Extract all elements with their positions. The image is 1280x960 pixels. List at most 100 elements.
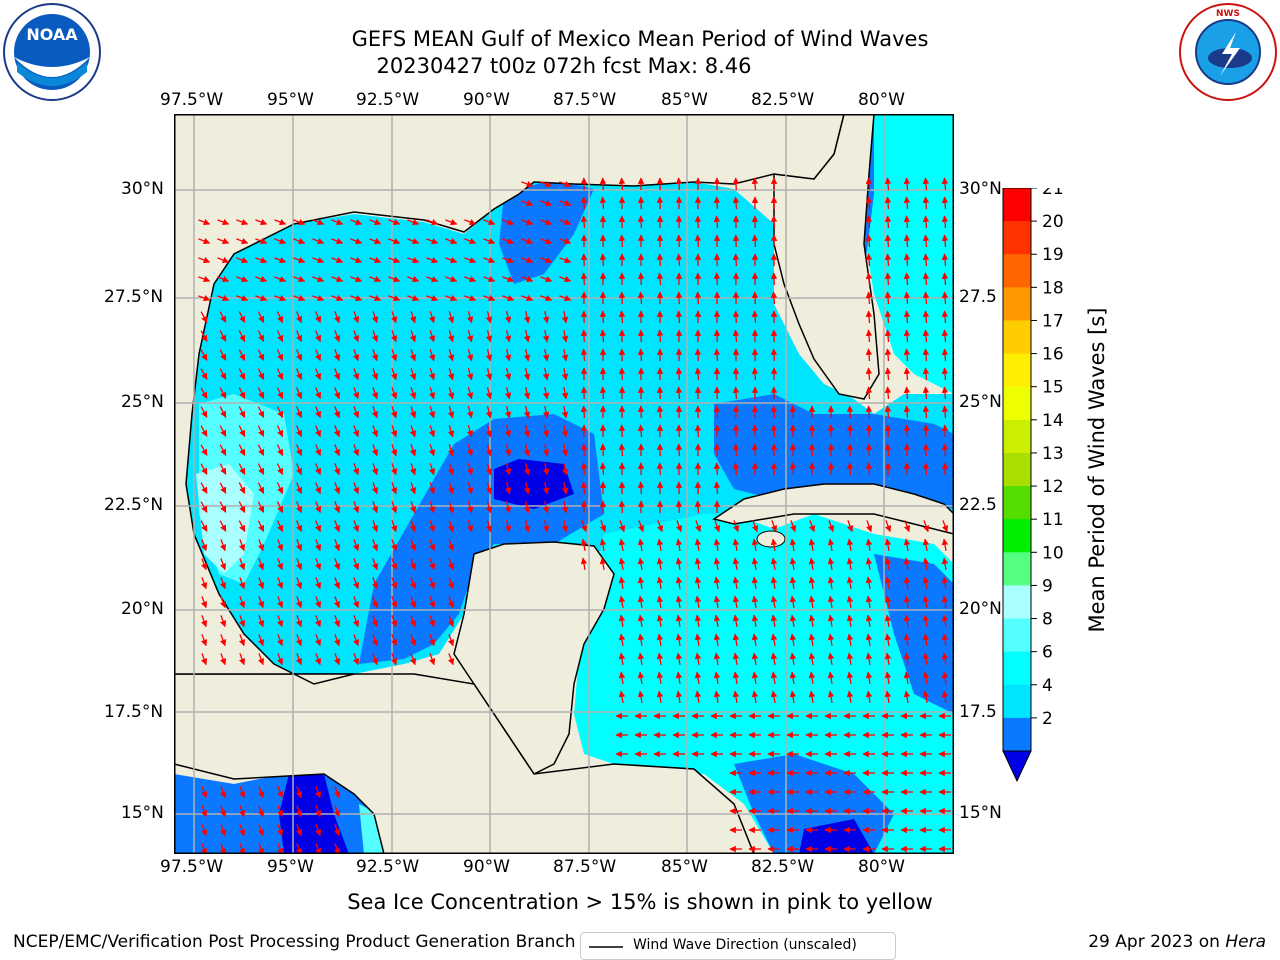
wind-wave-arrow	[713, 538, 721, 552]
wind-wave-arrow	[637, 348, 645, 362]
lon-label: 87.5°W	[553, 857, 617, 877]
wind-wave-arrow	[808, 614, 816, 628]
wind-wave-arrow	[941, 196, 949, 210]
wind-wave-arrow	[239, 653, 246, 666]
wind-wave-arrow	[732, 196, 740, 210]
wind-wave-arrow	[391, 596, 398, 609]
wind-wave-arrow	[637, 595, 645, 609]
wind-wave-arrow	[941, 595, 949, 609]
wind-wave-arrow	[296, 577, 303, 590]
wind-wave-arrow	[770, 538, 778, 552]
wind-wave-arrow	[789, 633, 797, 647]
wind-wave-arrow	[521, 200, 534, 207]
wind-wave-arrow	[200, 482, 208, 494]
wind-wave-arrow	[732, 386, 740, 400]
wind-wave-arrow	[542, 348, 550, 362]
wind-wave-arrow	[447, 463, 455, 476]
wind-wave-arrow	[732, 671, 740, 685]
wind-wave-arrow	[808, 538, 816, 552]
wind-wave-arrow	[865, 367, 873, 381]
lon-label: 80°W	[858, 857, 905, 877]
wind-wave-arrow	[561, 310, 569, 324]
wind-wave-arrow	[371, 387, 379, 400]
wind-wave-arrow	[922, 557, 930, 571]
wind-wave-arrow	[675, 652, 683, 666]
wind-wave-arrow	[429, 577, 436, 590]
wind-wave-arrow	[239, 558, 246, 571]
colorbar: 21 20 19 18 17 16 15 14 13 12 11 10 9 8 6 4 2	[1002, 179, 1072, 788]
wind-wave-arrow	[808, 557, 816, 571]
island	[756, 530, 786, 548]
wind-wave-arrow	[542, 424, 550, 438]
wind-wave-arrow	[485, 444, 493, 457]
wind-wave-arrow	[296, 520, 303, 533]
wind-wave-arrow	[426, 238, 439, 245]
wind-wave-arrow	[485, 482, 493, 495]
wind-wave-arrow	[390, 406, 398, 419]
wind-wave-arrow	[694, 557, 702, 571]
wind-wave-arrow	[296, 596, 303, 609]
wind-wave-arrow	[789, 462, 797, 476]
wind-wave-arrow	[217, 295, 230, 302]
wind-wave-arrow	[315, 406, 322, 419]
wind-wave-arrow	[353, 520, 360, 533]
wind-wave-arrow	[714, 520, 721, 533]
wind-wave-arrow	[751, 177, 759, 191]
wind-wave-arrow	[559, 181, 572, 188]
wind-wave-arrow	[407, 219, 420, 226]
wind-wave-arrow	[407, 257, 420, 264]
wind-wave-arrow	[637, 405, 645, 419]
wind-wave-arrow	[599, 538, 607, 552]
wind-wave-arrow	[200, 349, 208, 361]
wind-wave-arrow	[637, 291, 645, 305]
wind-wave-arrow	[789, 576, 797, 590]
legend-label: Wind Wave Direction (unscaled)	[633, 937, 857, 953]
wind-wave-arrow	[371, 425, 379, 438]
colorbar-tick-label: 17	[1042, 311, 1064, 331]
wind-wave-arrow	[770, 633, 778, 647]
wind-wave-arrow	[751, 538, 759, 552]
wind-wave-arrow	[884, 557, 892, 571]
wind-wave-arrow	[315, 653, 322, 666]
wind-wave-arrow	[334, 368, 341, 381]
wind-wave-arrow	[790, 520, 797, 533]
wind-wave-arrow	[296, 634, 303, 647]
wind-wave-arrow	[941, 348, 949, 362]
wind-wave-arrow	[428, 444, 436, 457]
wind-wave-arrow	[388, 257, 401, 264]
wind-wave-arrow	[941, 405, 949, 419]
wind-wave-arrow	[296, 368, 303, 381]
lat-label: 20°N	[121, 599, 164, 619]
wind-wave-arrow	[409, 520, 417, 533]
wind-wave-arrow	[637, 633, 645, 647]
wind-wave-arrow	[334, 311, 341, 324]
wind-wave-arrow	[200, 368, 208, 380]
wind-wave-arrow	[296, 786, 303, 799]
wind-wave-arrow	[865, 671, 873, 685]
wind-wave-arrow	[334, 425, 341, 438]
wind-wave-arrow	[561, 500, 569, 514]
colorbar-extend-min	[1002, 750, 1032, 783]
wind-wave-arrow	[334, 653, 341, 666]
wind-wave-arrow	[675, 386, 683, 400]
wind-wave-arrow	[485, 311, 493, 324]
wind-wave-arrow	[315, 368, 322, 381]
colorbar-label: Mean Period of Wind Waves [s]	[1085, 307, 1109, 633]
wind-wave-arrow	[447, 349, 455, 362]
wind-wave-arrow	[502, 238, 515, 245]
wind-wave-arrow	[485, 387, 493, 400]
wind-wave-arrow	[789, 405, 797, 419]
wind-wave-arrow	[353, 482, 360, 495]
wind-wave-arrow	[466, 349, 474, 362]
wind-wave-arrow	[353, 577, 360, 590]
wind-wave-arrow	[846, 576, 854, 590]
colorbar-tick-label: 13	[1042, 444, 1064, 464]
wind-wave-arrow	[599, 329, 607, 343]
wind-wave-arrow	[219, 349, 227, 361]
wind-wave-arrow	[315, 558, 322, 571]
wind-wave-arrow	[372, 615, 379, 628]
wind-wave-arrow	[410, 596, 417, 609]
wind-wave-arrow	[637, 690, 645, 704]
lat-label: 22.5	[959, 495, 997, 515]
wind-wave-arrow	[447, 482, 455, 495]
